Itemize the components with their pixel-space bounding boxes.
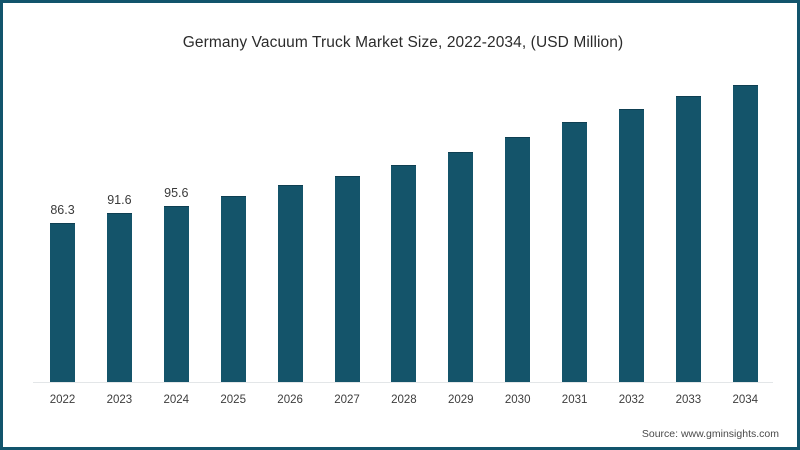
x-axis-tick-label: 2033 — [675, 394, 702, 406]
x-axis-tick-label: 2026 — [277, 394, 303, 406]
x-axis-tick-label: 2028 — [391, 394, 417, 406]
bar-chart-plot-area: 86.3 2022 91.6 2023 95.6 2024 2025 2026 2027 2028… — [3, 3, 797, 447]
bar — [619, 109, 644, 382]
x-axis-line — [33, 382, 773, 383]
bar — [277, 184, 303, 382]
bar-value-label: 91.6 — [107, 193, 132, 208]
bar — [505, 136, 531, 382]
x-axis-tick-label: 2025 — [220, 394, 246, 406]
bar — [562, 122, 588, 382]
bar — [675, 96, 701, 382]
bar — [220, 195, 246, 382]
x-axis-tick-label: 2024 — [163, 394, 190, 406]
page-title: Germany Vacuum Truck Market Size, 2022-2… — [182, 34, 624, 51]
x-axis-tick-label: 2029 — [448, 394, 474, 406]
bar — [106, 213, 132, 382]
source-attribution: Source: www.gminsights.com — [641, 428, 779, 440]
bar-value-label: 95.6 — [164, 185, 189, 200]
x-axis-tick-label: 2032 — [618, 394, 645, 406]
x-axis-tick-label: 2030 — [504, 394, 531, 406]
bar — [334, 175, 360, 382]
x-axis-tick-label: 2022 — [49, 394, 76, 406]
bar — [163, 205, 189, 382]
bar — [732, 85, 758, 382]
bar — [50, 222, 75, 382]
x-axis-tick-label: 2023 — [106, 394, 133, 406]
x-axis-tick-label: 2031 — [561, 394, 588, 406]
bar-value-label: 86.3 — [50, 202, 75, 217]
x-axis-tick-label: 2027 — [334, 394, 360, 406]
bar — [391, 164, 417, 382]
bar — [448, 151, 474, 382]
x-axis-tick-label: 2034 — [732, 394, 759, 406]
